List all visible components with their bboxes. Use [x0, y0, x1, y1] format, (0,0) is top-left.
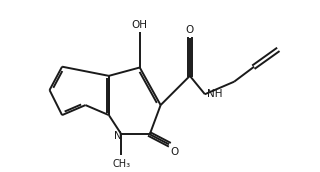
Text: O: O [171, 147, 179, 157]
Text: NH: NH [207, 89, 222, 99]
Text: OH: OH [132, 20, 148, 30]
Text: CH₃: CH₃ [112, 159, 131, 169]
Text: N: N [114, 131, 122, 141]
Text: O: O [186, 25, 194, 35]
